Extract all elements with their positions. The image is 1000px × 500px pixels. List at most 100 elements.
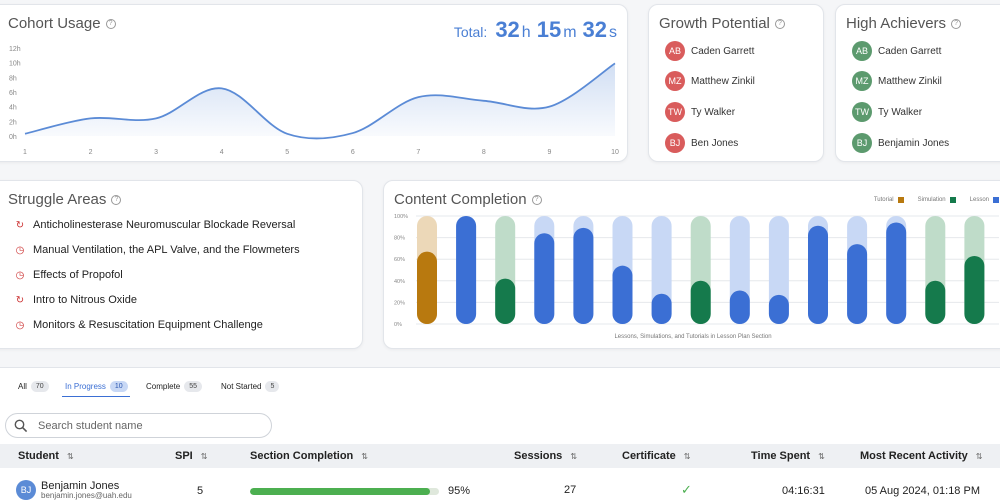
completion-bar[interactable]: [964, 255, 985, 324]
growth-person[interactable]: BJ Ben Jones: [665, 133, 738, 153]
time-spent-value: 04:16:31: [782, 485, 825, 497]
x-tick-label: 1: [23, 149, 27, 156]
header-certificate[interactable]: Certificate ⇅: [622, 450, 691, 462]
sessions-value: 27: [564, 484, 577, 496]
completion-bar[interactable]: [729, 290, 750, 324]
achiever-person[interactable]: MZ Matthew Zinkil: [852, 71, 942, 91]
sort-icon[interactable]: ⇅: [975, 451, 983, 461]
help-icon[interactable]: ?: [531, 194, 542, 205]
total-minutes: 15: [536, 17, 562, 42]
legend-swatch: [993, 197, 999, 203]
usage-area: [25, 63, 615, 139]
growth-person[interactable]: AB Caden Garrett: [665, 41, 754, 61]
sort-icon[interactable]: ⇅: [570, 451, 578, 461]
struggle-item[interactable]: ◷ Effects of Propofol: [15, 269, 123, 281]
completion-bar[interactable]: [808, 225, 828, 324]
tab-not-started[interactable]: Not Started 5: [221, 381, 280, 392]
person-name: Ben Jones: [691, 137, 739, 149]
student-name[interactable]: Benjamin Jones: [41, 480, 120, 492]
y-tick-label: 12h: [9, 46, 21, 53]
sort-icon[interactable]: ⇅: [683, 451, 691, 461]
tab-label: All: [18, 382, 27, 391]
completion-bar[interactable]: [651, 293, 672, 324]
struggle-areas-title: Struggle Areas ?: [8, 191, 122, 208]
struggle-item[interactable]: ◷ Monitors & Resuscitation Equipment Cha…: [15, 319, 263, 331]
header-section-completion[interactable]: Section Completion ⇅: [250, 450, 368, 462]
sort-icon[interactable]: ⇅: [200, 451, 208, 461]
struggle-item[interactable]: ↻ Intro to Nitrous Oxide: [15, 294, 137, 306]
sort-icon[interactable]: ⇅: [361, 451, 368, 461]
struggle-areas-title-text: Struggle Areas: [8, 191, 107, 208]
tab-complete[interactable]: Complete 55: [146, 381, 203, 392]
y-tick-label: 80%: [394, 236, 405, 242]
achiever-person[interactable]: BJ Benjamin Jones: [852, 133, 949, 153]
header-time-spent[interactable]: Time Spent ⇅: [751, 450, 825, 462]
help-icon[interactable]: ?: [774, 18, 785, 29]
sort-icon[interactable]: ⇅: [818, 451, 825, 461]
growth-potential-title: Growth Potential ?: [659, 15, 785, 32]
y-tick-label: 40%: [394, 279, 405, 285]
struggle-item-label: Manual Ventilation, the APL Valve, and t…: [33, 244, 300, 256]
completion-bar[interactable]: [768, 294, 789, 324]
avatar: TW: [852, 102, 872, 122]
growth-person[interactable]: TW Ty Walker: [665, 102, 735, 122]
completion-bar[interactable]: [495, 278, 516, 324]
completion-bar: [250, 488, 439, 495]
completion-bar[interactable]: [534, 233, 555, 324]
tab-label: In Progress: [65, 382, 106, 391]
high-achievers-title-text: High Achievers: [846, 15, 947, 32]
completion-bar[interactable]: [847, 244, 868, 324]
header-recent-activity[interactable]: Most Recent Activity ⇅: [860, 450, 983, 462]
struggle-item[interactable]: ↻ Anticholinesterase Neuromuscular Block…: [15, 219, 296, 231]
person-name: Matthew Zinkil: [878, 75, 942, 87]
high-achievers-title: High Achievers ?: [846, 15, 962, 32]
content-completion-chart: 0% 20% 40% 60% 80% 100% Lessons, Simulations, …: [394, 214, 999, 340]
achiever-person[interactable]: TW Ty Walker: [852, 102, 922, 122]
legend-label: Simulation: [917, 197, 946, 203]
x-tick-label: 8: [482, 149, 486, 156]
achiever-person[interactable]: AB Caden Garrett: [852, 41, 941, 61]
avatar: AB: [665, 41, 685, 61]
completion-bar[interactable]: [886, 222, 907, 324]
usage-line: [24, 62, 616, 140]
tab-count: 55: [184, 381, 203, 392]
sort-icon[interactable]: ⇅: [66, 451, 74, 461]
person-name: Ty Walker: [691, 106, 736, 118]
completion-bar[interactable]: [573, 227, 594, 324]
person-name: Benjamin Jones: [878, 137, 950, 149]
header-student[interactable]: Student ⇅: [18, 450, 74, 462]
active-tab-indicator: [62, 396, 130, 397]
x-axis-label: Lessons, Simulations, and Tutorials in L…: [614, 334, 771, 340]
tab-count: 5: [265, 381, 280, 392]
completion-bar[interactable]: [690, 280, 711, 324]
header-sessions[interactable]: Sessions ⇅: [514, 450, 577, 462]
tab-count: 10: [109, 381, 128, 392]
help-icon[interactable]: ?: [951, 18, 962, 29]
tab-in-progress[interactable]: In Progress 10: [65, 381, 128, 392]
search-box[interactable]: [5, 413, 272, 438]
completion-bar[interactable]: [417, 251, 437, 324]
completion-bar[interactable]: [612, 265, 633, 324]
completion-bar[interactable]: [925, 280, 946, 324]
struggle-areas-card: Struggle Areas ? ↻ Anticholinesterase Ne…: [0, 180, 363, 349]
person-name: Matthew Zinkil: [691, 75, 755, 87]
cohort-usage-card: Cohort Usage ? Total: 32 h 15 m 32 s 0h 2h 4h…: [0, 4, 628, 162]
avatar: TW: [665, 102, 685, 122]
header-label: Section Completion: [250, 450, 354, 462]
completion-bar[interactable]: [456, 216, 477, 324]
help-icon[interactable]: ?: [105, 18, 116, 29]
help-icon[interactable]: ?: [111, 194, 122, 205]
total-seconds: 32: [582, 17, 607, 42]
tab-all[interactable]: All 70: [18, 381, 49, 392]
header-spi[interactable]: SPI ⇅: [175, 450, 207, 462]
search-input[interactable]: [38, 419, 258, 432]
struggle-item-label: Intro to Nitrous Oxide: [33, 294, 137, 306]
struggle-item[interactable]: ◷ Manual Ventilation, the APL Valve, and…: [15, 244, 300, 256]
high-achievers-card: High Achievers ? AB Caden Garrett MZ Mat…: [835, 4, 1000, 162]
table-row[interactable]: BJ Benjamin Jones benjamin.jones@uah.edu…: [0, 468, 1000, 500]
growth-person[interactable]: MZ Matthew Zinkil: [665, 71, 755, 91]
header-label: Certificate: [622, 450, 676, 462]
avatar: BJ: [852, 133, 872, 153]
y-tick-label: 4h: [9, 105, 17, 112]
content-completion-title-text: Content Completion: [394, 191, 527, 208]
